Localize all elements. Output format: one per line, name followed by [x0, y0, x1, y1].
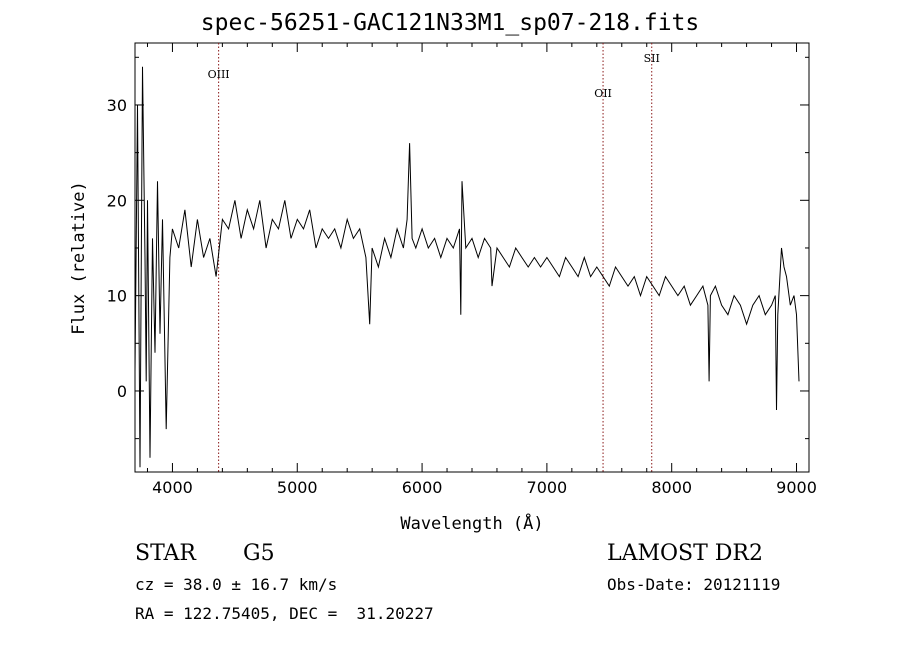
emission-line-markers: OIII OII SII [208, 43, 660, 472]
emission-line-label: OIII [208, 68, 230, 81]
spectral-subclass: G5 [243, 541, 275, 566]
y-tick-label: 20 [107, 191, 127, 210]
emission-line-label: OII [594, 87, 612, 100]
x-axis-label: Wavelength (Å) [400, 512, 543, 534]
observation-date: Obs-Date: 20121119 [607, 575, 781, 594]
y-axis-ticks: 0 10 20 30 [107, 56, 809, 440]
x-tick-label: 5000 [277, 478, 318, 497]
chart-title: spec-56251-GAC121N33M1_sp07-218.fits [200, 10, 700, 36]
plot-frame [134, 42, 810, 473]
y-axis-label: Flux (relative) [69, 181, 89, 335]
object-class: STAR [135, 541, 196, 566]
x-tick-label: 6000 [402, 478, 443, 497]
x-tick-label: 4000 [152, 478, 193, 497]
y-tick-label: 0 [117, 382, 127, 401]
series-layer [134, 66, 800, 468]
redshift-cz: cz = 38.0 ± 16.7 km/s [135, 575, 338, 594]
x-tick-label: 8000 [651, 478, 692, 497]
x-tick-label: 9000 [776, 478, 817, 497]
x-tick-label: 7000 [527, 478, 568, 497]
y-tick-label: 30 [107, 96, 127, 115]
x-axis-ticks: 4000 5000 6000 7000 8000 9000 [146, 43, 817, 497]
survey-name: LAMOST DR2 [607, 541, 763, 566]
emission-line-label: SII [644, 52, 660, 65]
y-tick-label: 10 [107, 287, 127, 306]
spectrum-line [134, 66, 800, 468]
coordinates: RA = 122.75405, DEC = 31.20227 [135, 604, 434, 623]
